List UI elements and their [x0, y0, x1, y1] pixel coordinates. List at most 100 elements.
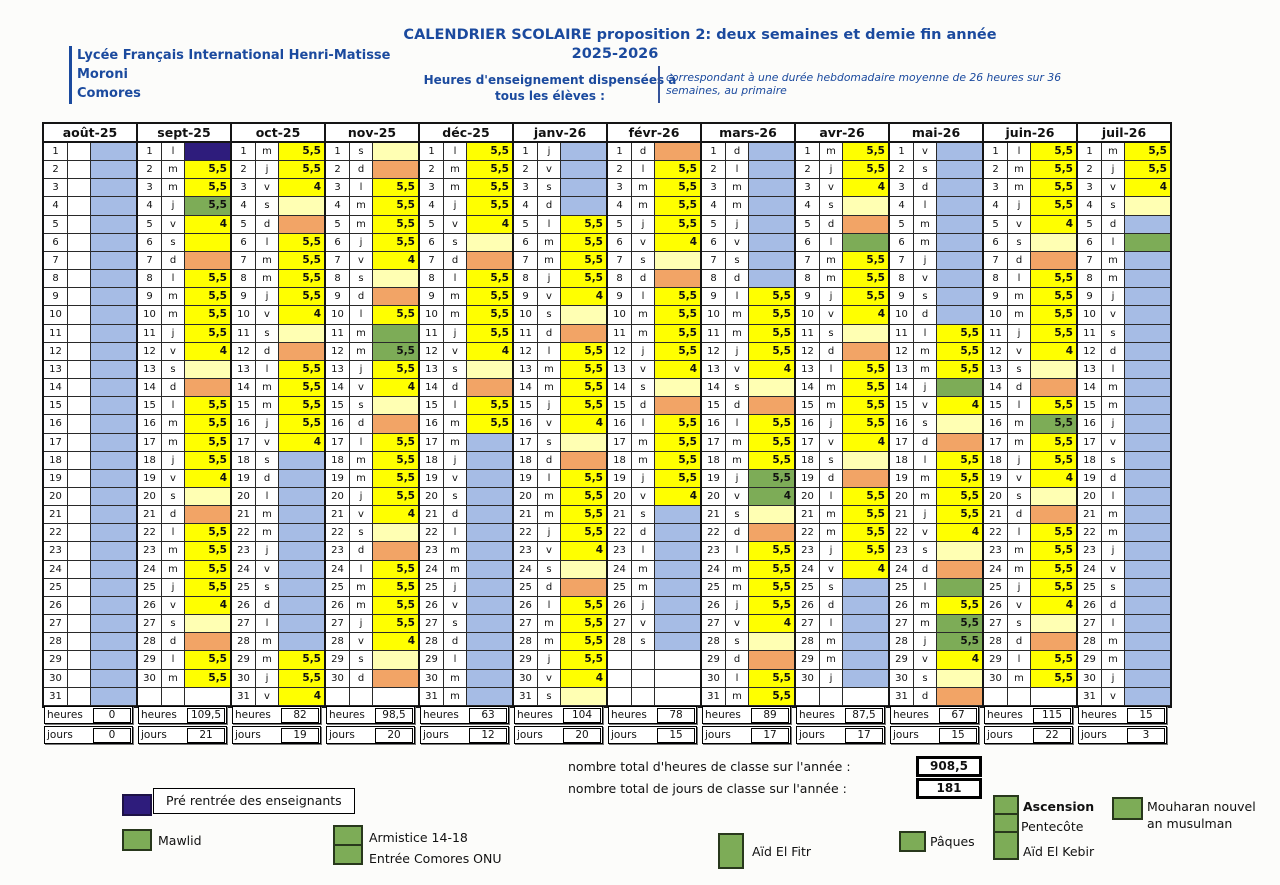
day-row: 24 m 5,5 [702, 560, 794, 579]
day-row: 15 d [608, 397, 700, 416]
day-row: 27 s [984, 615, 1076, 634]
day-row: 22 m 5,5 [796, 524, 888, 543]
day-row: 29 [44, 651, 136, 670]
day-number: 3 [890, 179, 914, 198]
day-letter: v [632, 615, 655, 634]
day-letter: l [256, 360, 279, 380]
day-hours [467, 433, 512, 452]
day-row: 16 [44, 415, 136, 434]
day-letter: l [350, 179, 373, 198]
day-letter [68, 451, 91, 470]
month-hours-label: heures [423, 709, 459, 721]
hours-caption: Heures d'enseignement dispensées à tous … [420, 72, 680, 104]
day-hours: 5,5 [1031, 651, 1076, 670]
day-number: 17 [890, 433, 914, 452]
day-letter: m [632, 451, 655, 470]
day-letter: j [914, 379, 937, 398]
day-letter [1008, 687, 1031, 706]
day-letter: l [350, 560, 373, 579]
day-hours: 5,5 [937, 451, 982, 470]
day-hours [655, 669, 700, 688]
day-number: 5 [702, 215, 726, 234]
day-letter: m [914, 487, 937, 507]
day-letter: v [914, 270, 937, 289]
mouharan-label: Mouharan nouvel an musulman [1147, 798, 1256, 832]
day-hours: 5,5 [655, 415, 700, 434]
day-letter: m [1008, 306, 1031, 325]
day-number: 24 [326, 560, 350, 579]
day-number: 31 [44, 687, 68, 706]
day-number: 18 [890, 451, 914, 470]
day-number: 23 [514, 542, 538, 561]
month-days-value: 19 [281, 727, 319, 743]
day-row: 21 j 5,5 [890, 506, 982, 525]
day-number: 8 [326, 270, 350, 289]
day-number: 22 [984, 524, 1008, 543]
day-row: 25 m 5,5 [326, 578, 418, 597]
day-row: 2 m 5,5 [420, 161, 512, 180]
day-hours [373, 651, 418, 670]
day-letter: s [1008, 360, 1031, 380]
day-letter: l [914, 578, 937, 597]
day-hours [467, 360, 512, 380]
day-hours [749, 197, 794, 216]
day-number: 9 [890, 288, 914, 307]
day-hours: 5,5 [1031, 578, 1076, 597]
day-row: 12 v 4 [138, 342, 230, 361]
day-number: 8 [608, 270, 632, 289]
day-row: 17 v 4 [796, 433, 888, 452]
day-letter [68, 233, 91, 252]
day-number: 27 [796, 615, 820, 634]
day-letter: l [1008, 397, 1031, 416]
day-hours [937, 288, 982, 307]
day-letter: s [444, 615, 467, 634]
day-hours: 5,5 [937, 487, 982, 507]
day-row: 5 [44, 215, 136, 234]
day-hours [467, 251, 512, 271]
day-row: 11 j 5,5 [984, 324, 1076, 343]
day-letter: d [256, 215, 279, 234]
day-row: 14 d [138, 379, 230, 398]
day-row: 19 [44, 469, 136, 488]
day-hours: 4 [467, 215, 512, 234]
day-row: 13 s [138, 360, 230, 380]
day-hours [373, 270, 418, 289]
day-hours [655, 251, 700, 271]
day-hours [749, 524, 794, 543]
day-hours [185, 233, 230, 252]
day-hours: 5,5 [655, 451, 700, 470]
month-days-row: jours 15 [608, 726, 697, 744]
day-letter: s [914, 542, 937, 561]
day-number: 24 [44, 560, 68, 579]
day-hours [749, 651, 794, 670]
day-number [608, 687, 632, 706]
day-row: 13 m 5,5 [890, 360, 982, 380]
day-hours [373, 542, 418, 561]
day-letter: l [632, 542, 655, 561]
day-letter: l [820, 233, 843, 252]
day-row: 28 s [608, 633, 700, 652]
day-row: 14 s [608, 379, 700, 398]
day-hours [373, 143, 418, 162]
day-number: 16 [232, 415, 256, 434]
day-row: 28 m [796, 633, 888, 652]
day-number: 2 [44, 161, 68, 180]
day-row: 29 d [702, 651, 794, 670]
day-letter: m [162, 288, 185, 307]
day-hours: 5,5 [655, 179, 700, 198]
day-number: 11 [1078, 324, 1102, 343]
day-number: 14 [326, 379, 350, 398]
day-number: 30 [984, 669, 1008, 688]
day-number: 10 [326, 306, 350, 325]
day-row: 29 v 4 [890, 651, 982, 670]
day-row: 24 v [232, 560, 324, 579]
day-hours: 4 [467, 342, 512, 361]
day-row: 20 v 4 [608, 487, 700, 507]
day-number: 13 [44, 360, 68, 380]
month-header: avr-26 [796, 124, 888, 143]
